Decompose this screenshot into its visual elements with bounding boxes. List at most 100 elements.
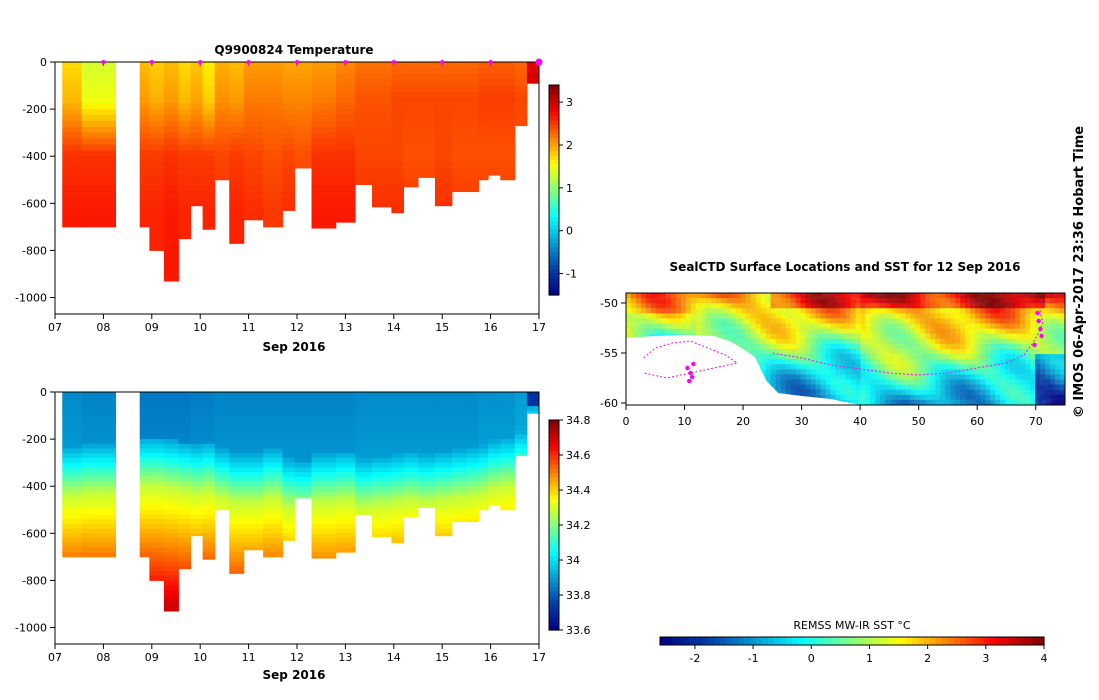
- salinity-cell: [190, 420, 204, 426]
- salinity-cell: [163, 580, 179, 586]
- salinity-cell: [139, 448, 150, 454]
- salinity-cell: [526, 406, 539, 412]
- salinity-cell: [243, 519, 264, 525]
- salinity-cell: [294, 406, 313, 412]
- salinity-cell: [190, 410, 204, 417]
- temperature-cell: [500, 173, 516, 181]
- salinity-cell: [466, 406, 479, 412]
- temperature-cell: [311, 162, 337, 169]
- temperature-cell: [434, 150, 453, 157]
- colorbar-segment: [942, 637, 949, 645]
- salinity-cell: [214, 486, 230, 492]
- salinity-cell: [62, 538, 83, 544]
- temperature-cell: [355, 126, 373, 134]
- salinity-cell: [243, 490, 264, 497]
- salinity-cell: [229, 453, 245, 459]
- temperature-cell: [355, 138, 373, 145]
- salinity-cell: [263, 462, 283, 468]
- colorbar-segment: [549, 220, 559, 226]
- salinity-cell: [488, 467, 501, 473]
- salinity-cell: [229, 519, 245, 525]
- salinity-cell: [149, 481, 165, 487]
- temperature-cell: [335, 120, 356, 128]
- salinity-cell: [500, 410, 516, 417]
- temperature-cell: [282, 62, 296, 69]
- colorbar-segment: [666, 637, 673, 645]
- temperature-cell: [263, 103, 283, 110]
- salinity-cell: [149, 523, 165, 530]
- salinity-cell: [282, 434, 296, 440]
- salinity-cell: [311, 429, 337, 435]
- colorbar-segment: [684, 637, 691, 645]
- temperature-cell: [488, 138, 501, 145]
- salinity-cell: [335, 490, 356, 497]
- salinity-cell: [488, 396, 501, 402]
- salinity-cell: [434, 396, 453, 402]
- salinity-cell: [178, 490, 192, 497]
- salinity-cell: [500, 472, 516, 478]
- salinity-cell: [418, 439, 436, 445]
- salinity-cell: [514, 410, 528, 417]
- salinity-cell: [263, 448, 283, 454]
- salinity-cell: [282, 533, 296, 539]
- salinity-cell: [81, 500, 116, 506]
- salinity-cell: [163, 561, 179, 567]
- temperature-cell: [178, 203, 192, 210]
- colorbar-segment: [549, 616, 559, 622]
- salinity-cell: [391, 472, 404, 478]
- salinity-cell: [62, 519, 83, 525]
- temperature-cell: [500, 109, 516, 116]
- salinity-cell: [214, 396, 230, 402]
- colorbar-segment: [660, 637, 667, 645]
- temperature-cell: [243, 173, 264, 181]
- salinity-cell: [163, 528, 179, 534]
- colorbar-segment: [822, 637, 829, 645]
- temperature-cell: [526, 67, 539, 75]
- salinity-cell: [335, 547, 356, 553]
- x-tick-label: 14: [387, 651, 401, 664]
- x-tick-label: 70: [1029, 415, 1043, 428]
- temperature-cell: [149, 156, 165, 163]
- temperature-cell: [62, 150, 83, 157]
- temperature-cell: [163, 138, 179, 145]
- temperature-cell: [282, 138, 296, 145]
- salinity-cell: [451, 434, 467, 440]
- temperature-cell: [263, 73, 283, 81]
- salinity-cell: [163, 505, 179, 511]
- temperature-cell: [243, 209, 264, 216]
- salinity-cell: [229, 448, 245, 454]
- colorbar-segment: [1026, 637, 1033, 645]
- colorbar-segment: [549, 181, 559, 187]
- temperature-cell: [488, 109, 501, 116]
- salinity-cell: [478, 505, 489, 511]
- salinity-cell: [263, 453, 283, 459]
- salinity-cell: [214, 448, 230, 454]
- temperature-cell: [466, 103, 479, 110]
- temperature-cell: [190, 167, 204, 175]
- colorbar-segment: [960, 637, 967, 645]
- salinity-cell: [335, 439, 356, 445]
- colorbar-segment: [549, 455, 559, 460]
- salinity-cell: [190, 396, 204, 402]
- salinity-cell: [466, 467, 479, 473]
- temperature-cell: [243, 162, 264, 169]
- salinity-cell: [335, 420, 356, 426]
- salinity-cell: [149, 514, 165, 520]
- temperature-cell: [229, 126, 245, 134]
- temperature-cell: [434, 114, 453, 122]
- colorbar-segment: [549, 468, 559, 474]
- colorbar-segment: [549, 115, 559, 121]
- salinity-cell: [163, 594, 179, 600]
- temperature-cell: [478, 120, 489, 128]
- temperature-cell: [500, 73, 516, 81]
- profile-marker-dot: [101, 60, 106, 64]
- salinity-cell: [163, 575, 179, 581]
- temperature-cell: [139, 91, 150, 98]
- temperature-cell: [178, 114, 192, 122]
- salinity-cell: [282, 443, 296, 450]
- salinity-cell: [311, 552, 337, 558]
- temperature-cell: [214, 91, 230, 98]
- salinity-cell: [294, 434, 313, 440]
- salinity-cell: [163, 396, 179, 402]
- temperature-cell: [81, 220, 116, 228]
